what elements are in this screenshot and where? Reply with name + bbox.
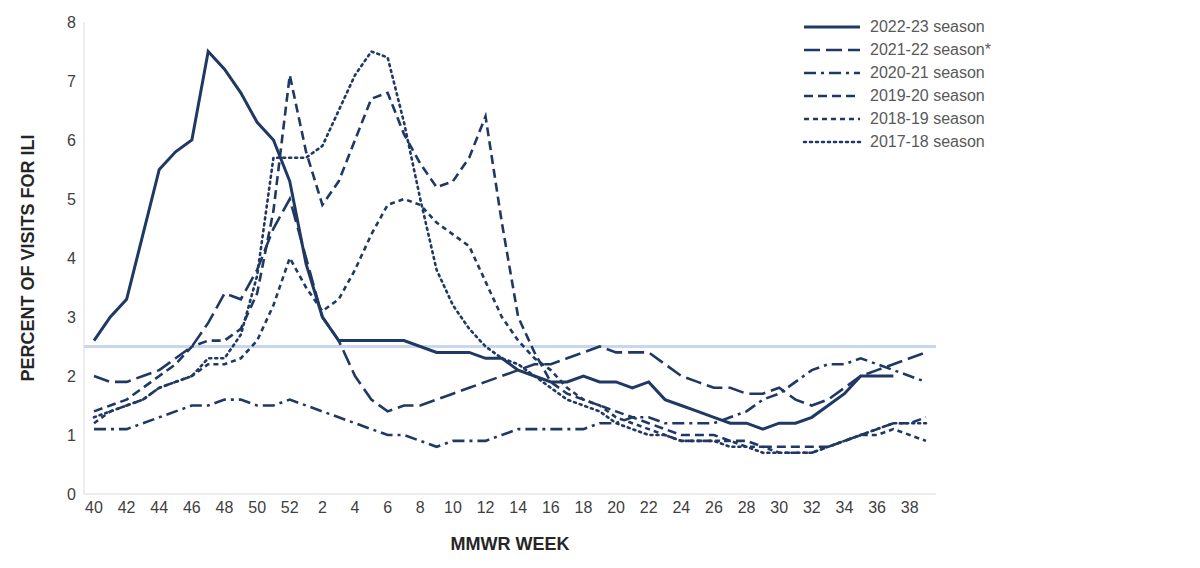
- svg-text:18: 18: [575, 499, 593, 516]
- svg-text:2: 2: [318, 499, 327, 516]
- svg-text:22: 22: [640, 499, 658, 516]
- svg-text:12: 12: [477, 499, 495, 516]
- svg-text:5: 5: [67, 191, 76, 208]
- svg-text:42: 42: [118, 499, 136, 516]
- svg-text:48: 48: [216, 499, 234, 516]
- html-text:2019-20 season: 2019-20 season: [870, 87, 985, 104]
- svg-text:7: 7: [67, 73, 76, 90]
- svg-text:PERCENT OF VISITS FOR ILI: PERCENT OF VISITS FOR ILI: [18, 134, 38, 381]
- svg-text:4: 4: [351, 499, 360, 516]
- svg-text:44: 44: [150, 499, 168, 516]
- html-text:2017-18 season: 2017-18 season: [870, 133, 985, 150]
- html-text:2021-22 season*: 2021-22 season*: [870, 41, 991, 58]
- svg-text:8: 8: [416, 499, 425, 516]
- svg-text:8: 8: [67, 14, 76, 31]
- svg-text:3: 3: [67, 309, 76, 326]
- svg-text:36: 36: [868, 499, 886, 516]
- svg-text:28: 28: [738, 499, 756, 516]
- svg-text:4: 4: [67, 250, 76, 267]
- svg-text:32: 32: [803, 499, 821, 516]
- svg-text:16: 16: [542, 499, 560, 516]
- svg-text:10: 10: [444, 499, 462, 516]
- svg-text:38: 38: [901, 499, 919, 516]
- html-text:2022-23 season: 2022-23 season: [870, 18, 985, 35]
- html-text:2018-19 season: 2018-19 season: [870, 110, 985, 127]
- svg-text:0: 0: [67, 486, 76, 503]
- svg-text:26: 26: [705, 499, 723, 516]
- svg-text:2: 2: [67, 368, 76, 385]
- svg-text:1: 1: [67, 427, 76, 444]
- svg-text:40: 40: [85, 499, 103, 516]
- svg-text:24: 24: [672, 499, 690, 516]
- svg-text:20: 20: [607, 499, 625, 516]
- svg-text:6: 6: [383, 499, 392, 516]
- svg-text:14: 14: [509, 499, 527, 516]
- html-text:2020-21 season: 2020-21 season: [870, 64, 985, 81]
- svg-text:34: 34: [836, 499, 854, 516]
- svg-text:50: 50: [248, 499, 266, 516]
- svg-text:6: 6: [67, 132, 76, 149]
- svg-text:52: 52: [281, 499, 299, 516]
- svg-text:30: 30: [770, 499, 788, 516]
- svg-text:46: 46: [183, 499, 201, 516]
- svg-text:MMWR WEEK: MMWR WEEK: [451, 534, 570, 554]
